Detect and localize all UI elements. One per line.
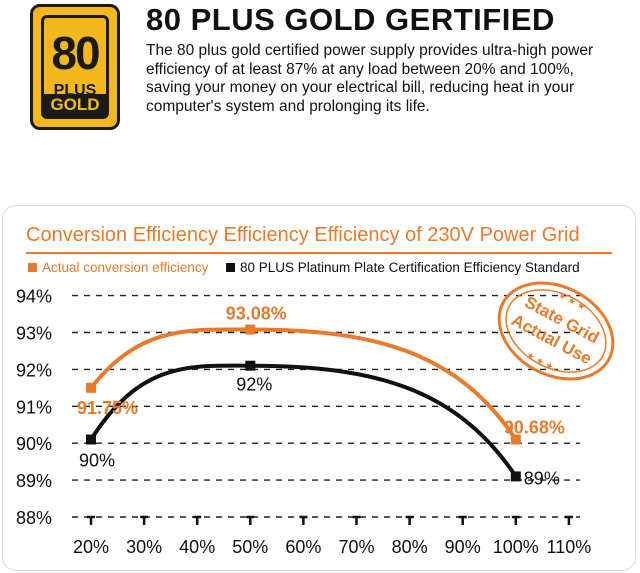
x-tick-mark: [564, 515, 573, 525]
x-tick-mark: [405, 515, 414, 525]
series-actual-line-point: [510, 434, 521, 445]
x-tick-label: 40%: [179, 537, 215, 557]
y-tick-label: 91%: [16, 397, 52, 417]
x-tick-mark: [246, 515, 255, 525]
legend-item-actual: Actual conversion efficiency: [28, 260, 208, 275]
legend-label-standard: 80 PLUS Platinum Plate Certification Eff…: [240, 260, 580, 275]
series-actual-line: [89, 327, 518, 441]
data-label-standard-50: 92%: [236, 375, 272, 395]
x-tick-label: 100%: [493, 537, 539, 557]
logo-number: 80: [51, 27, 100, 79]
x-tick-mark: [87, 515, 95, 525]
x-tick-mark: [299, 515, 308, 525]
series-standard-line-point: [86, 434, 96, 445]
x-tick-label: 30%: [126, 537, 162, 557]
x-tick-mark: [193, 515, 202, 525]
title-divider: [26, 252, 612, 254]
y-tick-label: 90%: [16, 434, 52, 454]
x-tick-label: 90%: [445, 537, 481, 557]
chart-card: [2, 205, 636, 571]
series-standard-line-point: [245, 360, 256, 371]
data-label-standard-100: 89%: [524, 468, 560, 488]
logo-gold: GOLD: [44, 94, 106, 116]
80-plus-gold-logo: 80 PLUS GOLD: [30, 4, 120, 130]
description-text: The 80 plus gold certified power supply …: [146, 42, 594, 115]
legend-swatch-standard: [226, 263, 235, 272]
legend-label-actual: Actual conversion efficiency: [42, 260, 209, 275]
x-tick-mark: [140, 515, 149, 525]
x-tick-label: 20%: [73, 537, 109, 557]
x-tick-mark: [511, 515, 520, 525]
x-tick-label: 110%: [547, 537, 592, 557]
y-tick-label: 94%: [16, 287, 52, 307]
y-tick-label: 92%: [16, 360, 52, 380]
legend-swatch-actual: [28, 263, 37, 272]
chart-title: Conversion Efficiency Efficiency Efficie…: [26, 224, 580, 246]
x-tick-label: 80%: [392, 537, 428, 557]
series-standard-line-point: [510, 471, 521, 482]
y-tick-label: 88%: [16, 508, 52, 528]
logo-frame: 80 PLUS GOLD: [41, 15, 109, 119]
stamp-outer-ring: [497, 281, 615, 381]
x-tick-label: 70%: [338, 537, 374, 557]
x-tick-mark: [352, 515, 361, 525]
x-tick-label: 60%: [285, 537, 321, 557]
x-tick-mark: [458, 515, 467, 525]
data-label-actual-50: 93.08%: [226, 304, 287, 324]
x-tick-label: 50%: [232, 537, 268, 557]
legend-item-standard: 80 PLUS Platinum Plate Certification Eff…: [226, 260, 580, 275]
stamp-inner-ring: [505, 289, 607, 373]
data-label-actual-20: 91.75%: [77, 398, 138, 418]
data-label-actual-100: 90.68%: [504, 418, 565, 438]
y-tick-label: 93%: [16, 324, 52, 344]
series-standard-line: [89, 363, 518, 478]
series-actual-line-point: [245, 324, 256, 335]
state-grid-stamp: State Grid Actual Use ★ ★ ★ ★ ★ ★: [497, 281, 615, 381]
y-tick-label: 89%: [16, 471, 52, 491]
series-actual-line-point: [86, 382, 96, 393]
page-title: 80 PLUS GOLD GERTIFIED: [146, 2, 555, 37]
data-label-standard-20: 90%: [79, 451, 115, 471]
stamp-stars-bottom: ★ ★ ★: [525, 350, 555, 373]
